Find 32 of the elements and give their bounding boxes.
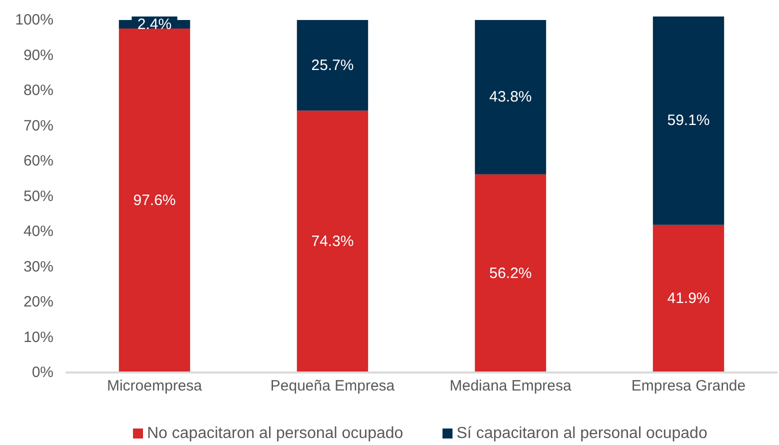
data-label: 74.3% [311,233,354,250]
y-tick-label: 20% [23,294,54,311]
data-label: 25.7% [311,56,354,74]
legend-label: Sí capacitaron al personal ocupado [456,425,708,442]
bar [652,16,724,225]
data-label: 56.2% [489,264,532,282]
y-tick-label: 0% [32,364,54,381]
bar [118,28,190,372]
y-tick-label: 30% [23,258,54,276]
y-tick-label: 50% [23,188,54,205]
y-tick-label: 10% [23,328,54,346]
bar [474,20,546,174]
bar [652,224,724,372]
y-tick-label: 60% [23,152,54,170]
y-tick-label: 40% [23,223,54,240]
bar [296,110,368,372]
x-tick-label: Empresa Grande [631,378,746,394]
y-tick-label: 90% [23,46,54,64]
data-label: 59.1% [667,112,710,130]
data-label: 41.9% [667,290,710,308]
x-tick-label: Microempresa [106,378,203,394]
y-tick-label: 80% [23,82,54,100]
data-label: 2.4% [137,16,172,33]
legend-label: No capacitaron al personal ocupado [146,425,404,442]
x-tick-label: Pequeña Empresa [270,378,396,394]
y-tick-label: 70% [23,117,54,134]
bar [474,174,546,372]
x-tick-label: Mediana Empresa [450,378,572,394]
bar [296,20,368,111]
data-label: 43.8% [489,88,532,106]
data-label: 97.6% [133,192,176,209]
y-tick-label: 100% [15,12,54,29]
